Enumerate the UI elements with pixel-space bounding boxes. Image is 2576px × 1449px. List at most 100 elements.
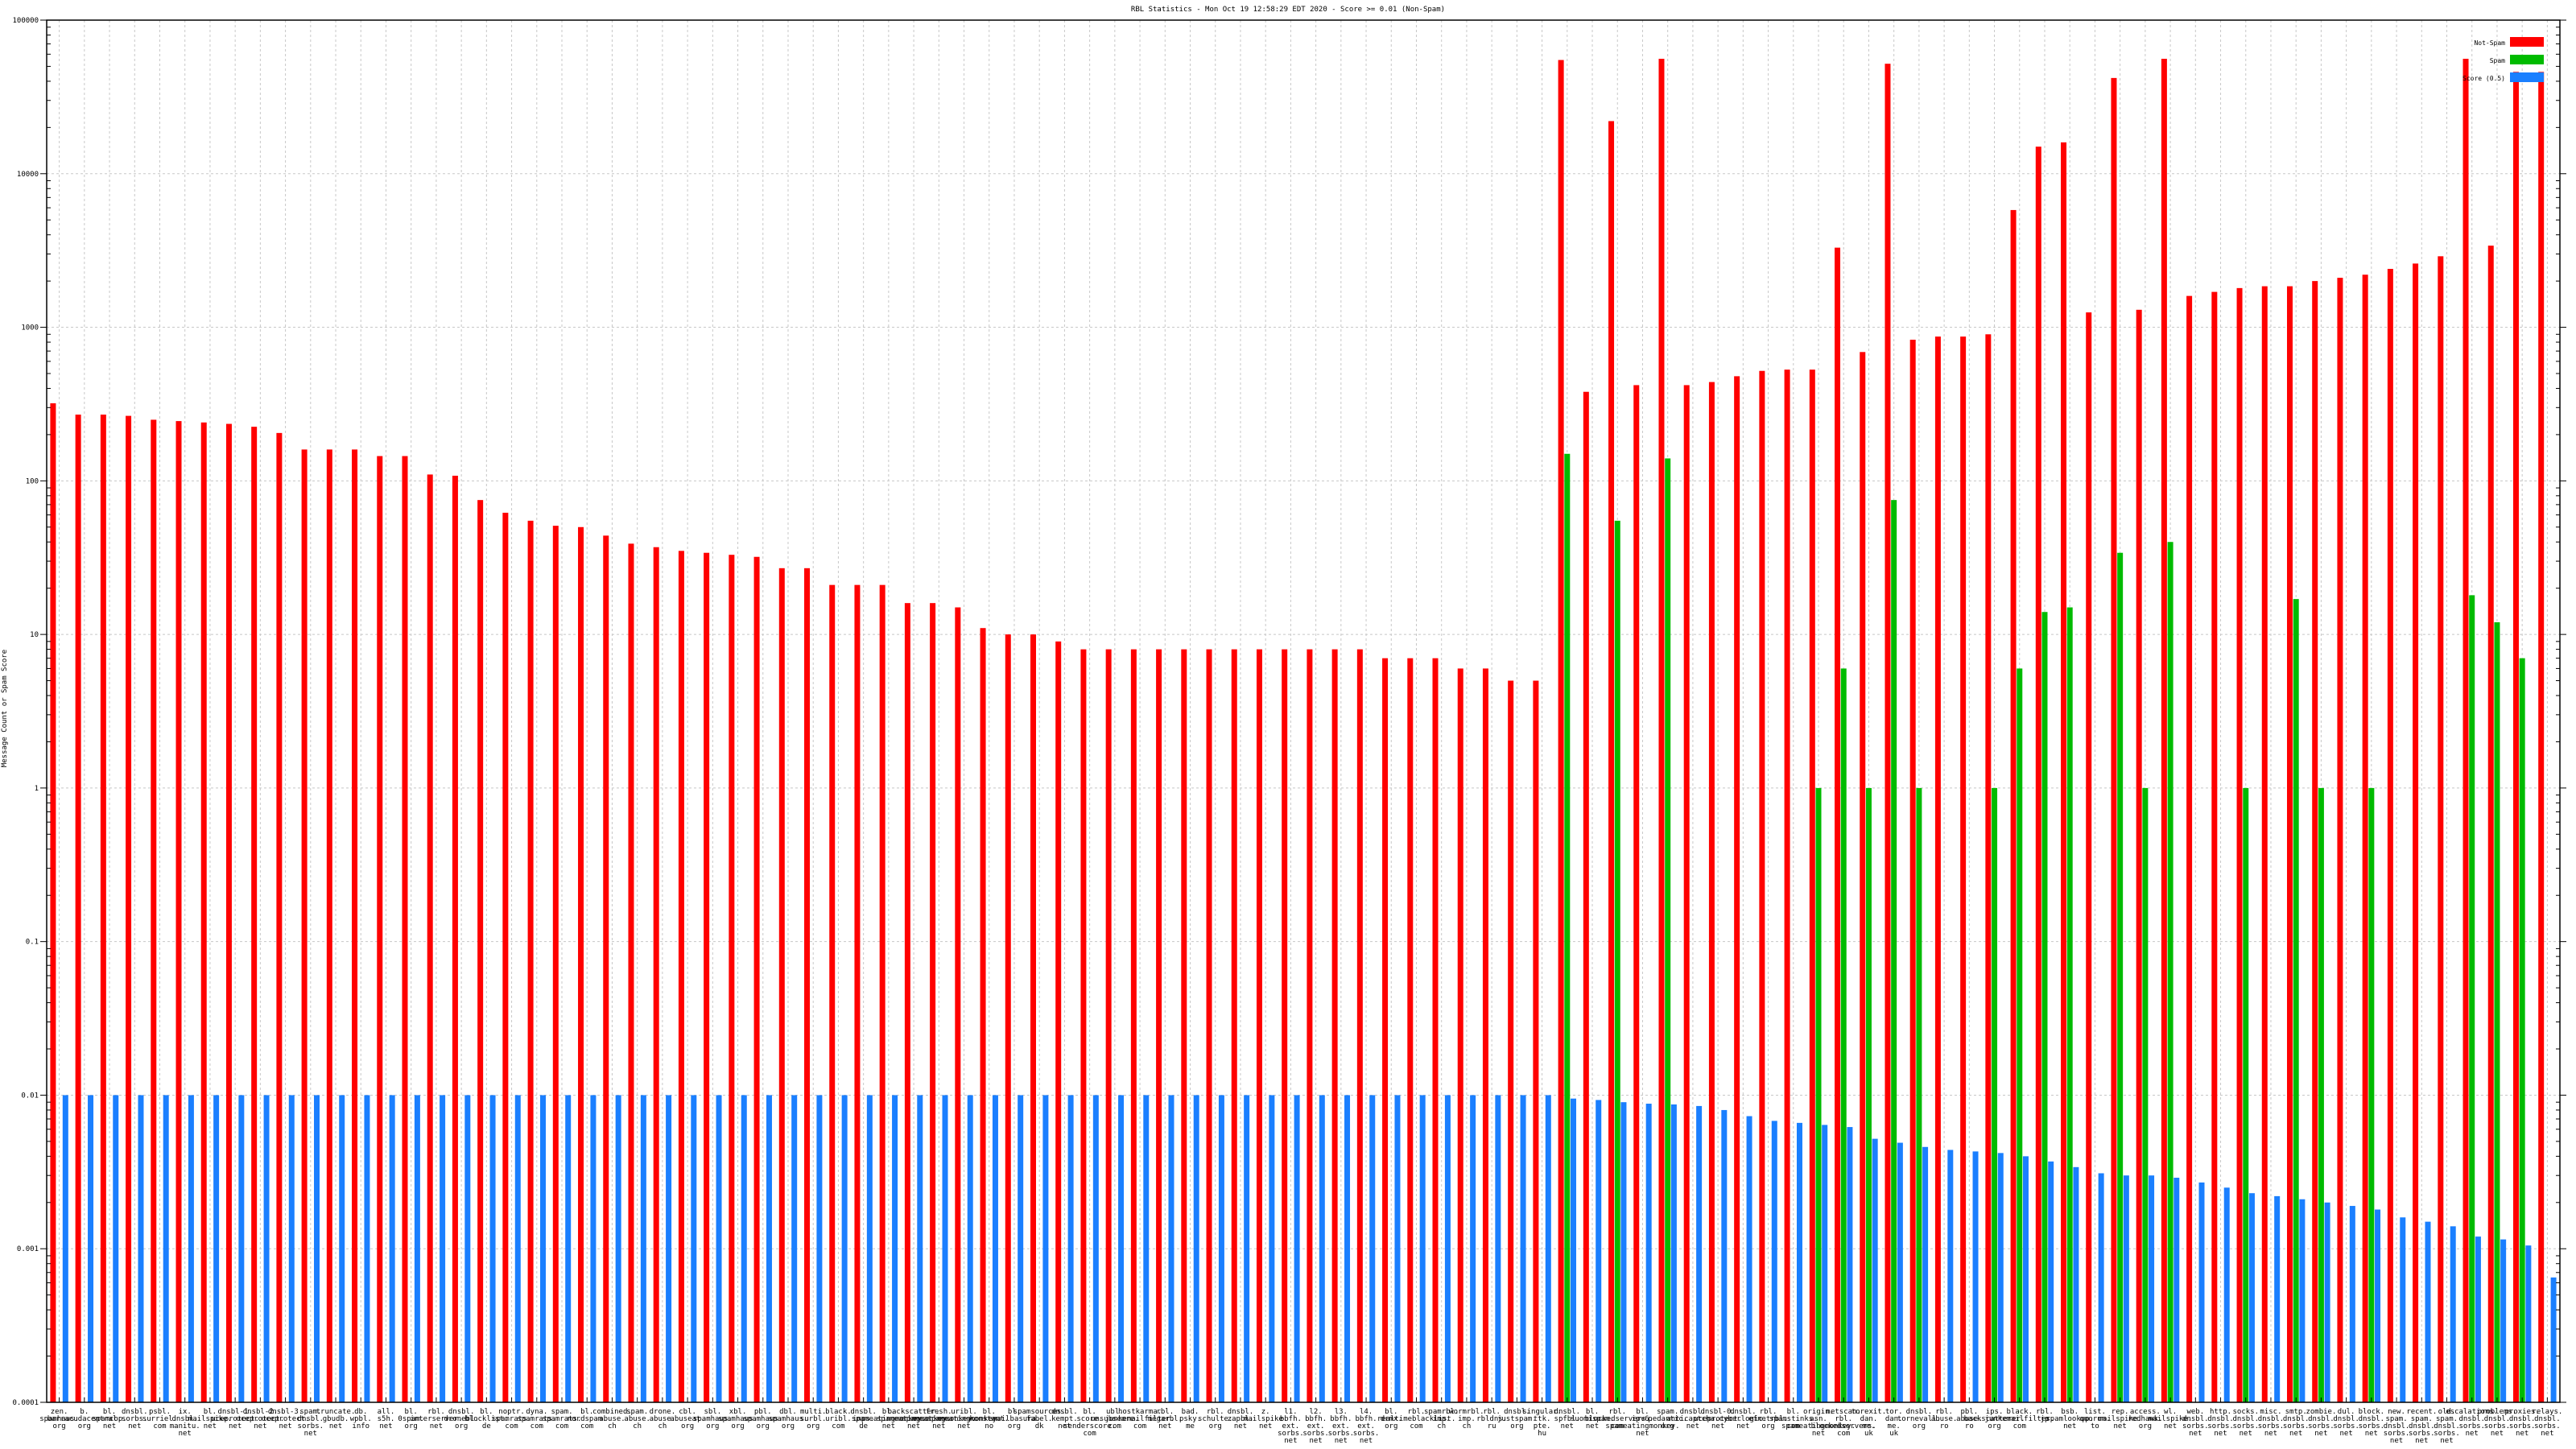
y-tick-label: 10 (30, 631, 39, 639)
y-tick-label: 100000 (12, 17, 39, 25)
bar-not-spam (1331, 649, 1338, 1402)
bar-score-0-5- (1344, 1095, 1351, 1402)
bar-score-0-5- (615, 1095, 621, 1402)
bar-not-spam (1658, 59, 1665, 1402)
bar-score-0-5- (314, 1095, 320, 1402)
bar-score-0-5- (640, 1095, 646, 1402)
bar-score-0-5- (1847, 1127, 1853, 1402)
bar-spam (2368, 787, 2375, 1402)
x-tick-label: cbl. abuseat. org (670, 1408, 704, 1430)
x-tick-label: dnsbl. sorbs. net (122, 1408, 148, 1430)
bar-score-0-5- (1796, 1122, 1802, 1402)
x-tick-label: truncate. gbudb. net (316, 1408, 356, 1430)
bar-score-0-5- (741, 1095, 747, 1402)
y-tick-label: 0.001 (17, 1245, 39, 1253)
bar-not-spam (100, 415, 106, 1402)
bar-score-0-5- (263, 1095, 270, 1402)
bar-spam (2142, 787, 2149, 1402)
bar-not-spam (2161, 59, 2167, 1402)
bar-not-spam (955, 607, 961, 1402)
bar-not-spam (879, 584, 886, 1402)
bar-not-spam (854, 584, 861, 1402)
y-tick-label: 10000 (17, 171, 39, 179)
x-tick-label: dnsbl. justspam. org (1497, 1408, 1537, 1430)
bar-score-0-5- (138, 1095, 144, 1402)
x-tick-label: multi. surbl. org (800, 1408, 827, 1430)
bar-not-spam (2487, 246, 2494, 1403)
bar-score-0-5- (2425, 1221, 2431, 1402)
x-tick-label: spam. pedantic. org (1648, 1408, 1687, 1430)
bar-score-0-5- (1168, 1095, 1174, 1402)
bar-spam (1916, 787, 1922, 1402)
bar-score-0-5- (539, 1095, 546, 1402)
y-tick-label: 1000 (21, 324, 39, 332)
bar-not-spam (200, 422, 207, 1402)
bar-not-spam (778, 568, 785, 1403)
x-tick-label: combined. abuse. ch (592, 1408, 632, 1430)
bar-not-spam (1583, 391, 1589, 1402)
x-tick-label: spamrbl. imp. ch (1424, 1408, 1459, 1430)
legend: Not-Spam Spam Score (0.5) (2462, 37, 2544, 82)
bar-not-spam (753, 556, 760, 1402)
bar-score-0-5- (1897, 1142, 1903, 1402)
legend-swatch (2510, 37, 2544, 47)
x-tick-label: dnsbl. tornevall. org (1897, 1408, 1941, 1430)
bar-spam (2243, 787, 2249, 1402)
x-tick-label: fresh. spameatingmonkey. net (902, 1408, 976, 1430)
bar-score-0-5- (1771, 1121, 1777, 1402)
bar-not-spam (50, 402, 56, 1403)
bar-not-spam (2236, 287, 2243, 1402)
bar-not-spam (1130, 649, 1137, 1402)
bar-score-0-5- (2098, 1173, 2104, 1402)
bar-not-spam (1508, 680, 1514, 1402)
x-tick-label: ubl. unsubscore. com (1091, 1408, 1139, 1430)
bar-not-spam (1960, 336, 1967, 1402)
bar-spam (1564, 453, 1571, 1402)
bar-score-0-5- (766, 1095, 772, 1402)
bar-score-0-5- (1520, 1095, 1526, 1402)
x-tick-label: dnsbl. spfbl. net (1554, 1408, 1581, 1430)
bar-not-spam (1633, 385, 1640, 1403)
x-tick-label: spam. dnsbl. sorbs. net (298, 1408, 324, 1438)
x-tick-label: sbl. spamhaus. org (693, 1408, 733, 1430)
bar-score-0-5- (213, 1095, 220, 1402)
bar-not-spam (2286, 286, 2293, 1403)
bar-score-0-5- (1470, 1095, 1476, 1402)
x-tick-label: black. uribl. com (825, 1408, 852, 1430)
bar-not-spam (2337, 278, 2343, 1403)
bar-not-spam (2010, 209, 2017, 1403)
x-tick-label: dnsbl. cyberlogic. net (1719, 1408, 1768, 1430)
bar-not-spam (1759, 370, 1765, 1402)
bar-score-0-5- (364, 1095, 370, 1402)
bar-not-spam (1784, 369, 1790, 1402)
bar-not-spam (1608, 121, 1615, 1402)
x-tick-label: relays. dnsbl. sorbs. net (2532, 1408, 2562, 1438)
bar-not-spam (2512, 72, 2519, 1403)
bar-not-spam (1683, 385, 1690, 1403)
bar-spam (1865, 787, 1872, 1402)
bar-spam (2167, 542, 2174, 1402)
bar-score-0-5- (942, 1095, 948, 1402)
x-tick-label: netscan. rbl. blockedservers. com (1811, 1408, 1876, 1438)
legend-label: Score (0.5) (2462, 75, 2505, 82)
x-tick-label: dnsbl. zapbl. net (1228, 1408, 1254, 1430)
x-tick-label: smtp. dnsbl. sorbs. net (2283, 1408, 2310, 1438)
bar-not-spam (1860, 352, 1866, 1402)
x-tick-label: spam. abuse. ch (624, 1408, 650, 1430)
bar-not-spam (904, 603, 910, 1402)
bar-not-spam (477, 500, 484, 1402)
x-tick-label: rbl. blockedservers. com (1585, 1408, 1650, 1430)
bar-score-0-5- (1872, 1138, 1878, 1402)
bar-not-spam (175, 421, 182, 1402)
x-tick-label: dul. dnsbl. sorbs. net (2333, 1408, 2359, 1438)
bar-spam (1891, 500, 1897, 1402)
x-tick-label: old. spam. dnsbl. sorbs. net (2434, 1408, 2460, 1445)
x-tick-label: bl. drmx. org (1381, 1408, 1402, 1430)
bar-score-0-5- (2174, 1178, 2180, 1402)
x-tick-label: bl. suomispam. net (1571, 1408, 1614, 1430)
bar-score-0-5- (967, 1095, 973, 1402)
legend-label: Not-Spam (2474, 39, 2505, 47)
axes-layer (46, 19, 2561, 1403)
bar-not-spam (1231, 649, 1237, 1402)
bar-not-spam (1533, 680, 1539, 1402)
